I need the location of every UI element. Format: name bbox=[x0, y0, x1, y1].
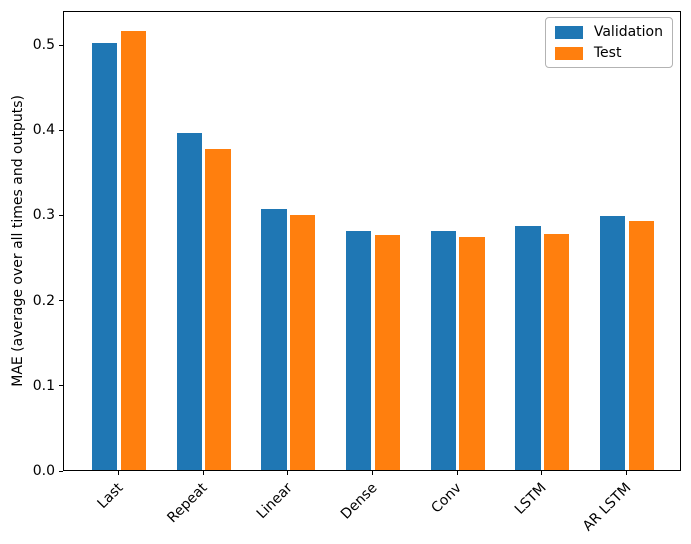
bar-test-repeat bbox=[205, 148, 231, 470]
bar-test-dense bbox=[374, 234, 401, 470]
y-axis-label: MAE (average over all times and outputs) bbox=[10, 95, 26, 387]
legend: Validation Test bbox=[544, 17, 673, 68]
y-tick-label-0.4: 0.4 bbox=[32, 122, 55, 139]
x-tick bbox=[118, 471, 120, 475]
bar-validation-last bbox=[92, 43, 118, 470]
y-tick bbox=[59, 44, 63, 46]
x-tick-label-repeat: Repeat bbox=[164, 480, 212, 527]
x-tick-label-dense: Dense bbox=[337, 480, 381, 523]
y-tick bbox=[59, 214, 63, 216]
bar-test-ar-lstm bbox=[628, 221, 654, 470]
x-tick bbox=[541, 471, 543, 475]
y-axis-label-wrap: MAE (average over all times and outputs) bbox=[6, 11, 30, 471]
x-tick-label-linear: Linear bbox=[253, 480, 296, 523]
y-tick-label-0.0: 0.0 bbox=[32, 463, 55, 479]
legend-swatch-validation bbox=[554, 25, 583, 39]
legend-label-validation: Validation bbox=[593, 24, 663, 40]
bar-validation-dense bbox=[345, 231, 372, 470]
y-tick bbox=[59, 470, 63, 472]
y-tick bbox=[59, 300, 63, 302]
bar-validation-repeat bbox=[176, 132, 203, 470]
y-tick-label-0.2: 0.2 bbox=[32, 292, 55, 309]
x-tick bbox=[202, 471, 204, 475]
x-tick bbox=[287, 471, 289, 475]
bar-validation-lstm bbox=[515, 226, 541, 470]
bar-test-lstm bbox=[543, 234, 570, 470]
y-tick-label-0.5: 0.5 bbox=[32, 37, 55, 54]
y-tick-label-0.3: 0.3 bbox=[32, 207, 55, 224]
x-tick bbox=[372, 471, 373, 475]
y-tick bbox=[59, 129, 63, 131]
legend-item-validation: Validation bbox=[554, 24, 663, 40]
plot-area bbox=[63, 11, 681, 471]
bar-test-linear bbox=[290, 215, 316, 470]
y-tick bbox=[59, 385, 63, 387]
legend-swatch-test bbox=[554, 46, 583, 60]
bar-validation-linear bbox=[261, 209, 287, 470]
x-tick bbox=[456, 471, 458, 475]
x-tick-label-ar-lstm: AR LSTM bbox=[579, 480, 635, 535]
legend-label-test: Test bbox=[593, 45, 622, 61]
bar-validation-ar-lstm bbox=[599, 216, 626, 470]
legend-item-test: Test bbox=[554, 45, 663, 61]
x-tick-label-last: Last bbox=[94, 480, 127, 512]
bar-test-last bbox=[120, 31, 147, 470]
y-tick-label-0.1: 0.1 bbox=[32, 377, 55, 394]
x-tick bbox=[625, 471, 627, 475]
x-tick-label-conv: Conv bbox=[428, 480, 465, 517]
bar-test-conv bbox=[459, 236, 485, 470]
x-tick-label-lstm: LSTM bbox=[511, 480, 550, 518]
bar-validation-conv bbox=[430, 231, 456, 470]
